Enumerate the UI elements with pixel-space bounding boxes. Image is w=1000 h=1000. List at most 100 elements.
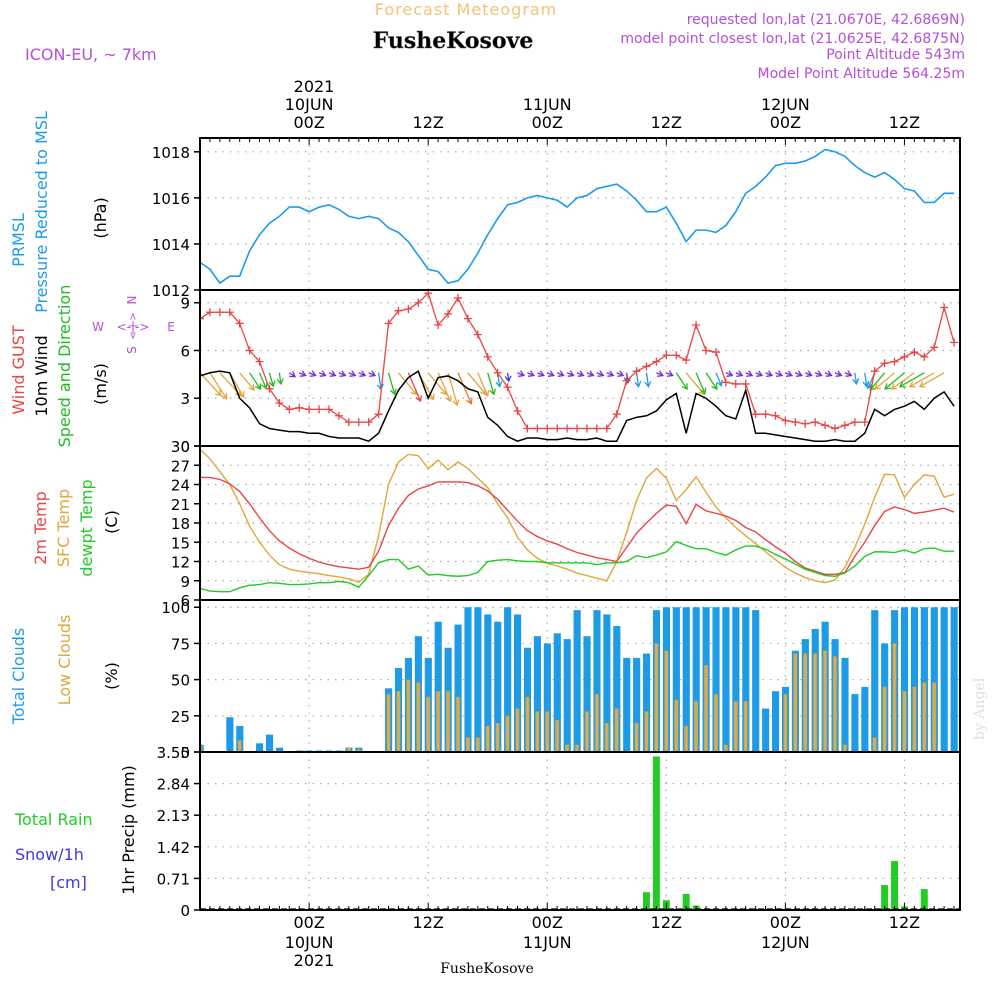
wind-dir-arrow-60 [795, 370, 803, 377]
wind-dir-shaft-31 [506, 372, 510, 382]
low-cloud-bar-37 [565, 744, 570, 752]
total-cloud-bar-32 [514, 614, 522, 752]
total-cloud-bar-75 [940, 607, 948, 752]
wind-dir-head-45 [644, 381, 652, 388]
wind-dir-head-74 [908, 381, 916, 388]
wind-dir-head-31 [504, 375, 512, 383]
low-cloud-bar-15 [346, 747, 351, 752]
wind-dir-shaft-7 [268, 372, 274, 387]
wind-dir-arrow-36 [556, 370, 565, 377]
gust-marker-43 [622, 376, 631, 385]
model-label: ICON-EU, ~ 7km [25, 45, 157, 64]
panel-pressure: 1012 1014 1016 1018 [152, 137, 961, 300]
wind-dir-head-58 [776, 370, 784, 377]
wind-dir-head-16 [359, 370, 367, 377]
low-cloud-bar-22 [416, 682, 421, 752]
clouds-unit: (%) [102, 662, 121, 690]
low-cloud-bar-45 [644, 711, 649, 752]
low-cloud-bar-25 [446, 690, 451, 752]
low-cloud-bar-49 [684, 725, 689, 752]
wind-dir-arrow-1 [209, 372, 228, 400]
gust-marker-52 [711, 348, 720, 357]
bottom-year-label: 2021 [294, 951, 335, 970]
low-cloud-bar-24 [436, 690, 441, 752]
gust-marker-0 [200, 314, 204, 323]
low-cloud-bar-26 [455, 696, 460, 752]
panel-frame-pressure [199, 137, 961, 291]
top-hour-label-0: 00Z [293, 113, 324, 132]
panel-plot-wind [200, 290, 959, 443]
wind-dir-arrow-72 [890, 372, 915, 390]
total-cloud-bar-56 [752, 610, 760, 752]
gust-marker-24 [434, 321, 443, 330]
total-cloud-bar-68 [871, 610, 879, 752]
wind-dir-head-34 [537, 370, 545, 377]
gust-marker-3 [225, 308, 234, 317]
wind-dir-arrow-42 [616, 370, 625, 377]
low-cloud-bar-61 [803, 653, 808, 752]
requested-point-text: requested lon,lat (21.0670E, 42.6869N) [687, 12, 965, 28]
wind-dir-arrow-12 [318, 370, 327, 377]
wind-dir-head-56 [756, 370, 764, 377]
total-cloud-bar-6 [256, 743, 264, 752]
top-hour-label-5: 12Z [889, 113, 920, 132]
gust-marker-46 [652, 357, 661, 366]
gust-marker-60 [791, 418, 800, 427]
wind-dir-shaft-50 [695, 372, 706, 394]
low-cloud-bar-44 [634, 722, 639, 752]
ytick-label-clouds-0: 0 [180, 744, 190, 762]
total-cloud-bar-50 [692, 607, 700, 752]
wind-dir-shaft-51 [705, 372, 718, 390]
gust-marker-14 [334, 411, 343, 420]
wind-dir-arrow-56 [755, 370, 764, 377]
gust-marker-29 [483, 352, 492, 361]
gust-marker-16 [354, 418, 363, 427]
gust-marker-37 [563, 424, 572, 433]
wind-dir-head-44 [634, 381, 642, 388]
bottom-date-label-2: 11JUN [523, 933, 572, 952]
panel-plot-precip [200, 756, 960, 910]
ytick-label-pressure-0: 1012 [152, 282, 190, 300]
wind-dir-arrow-63 [824, 370, 833, 377]
wind-dir-head-29 [489, 388, 497, 396]
total-cloud-bar-54 [732, 607, 740, 752]
low-cloud-bar-31 [505, 715, 510, 752]
wind-dir-arrow-28 [477, 372, 490, 398]
wind-dir-head-4 [248, 384, 255, 391]
wind-dir-arrow-44 [634, 372, 642, 388]
wind-dir-arrow-4 [239, 372, 255, 391]
total-cloud-bar-74 [930, 607, 938, 752]
low-cloud-bar-33 [525, 696, 530, 752]
gust-marker-33 [523, 424, 532, 433]
wind-dir-head-40 [597, 370, 605, 377]
wind-dir-head-22 [428, 393, 435, 401]
wind-dir-arrow-34 [537, 370, 545, 377]
wind-dir-head-11 [309, 370, 317, 377]
total-cloud-bar-76 [950, 607, 958, 752]
panel-titles: PRMSL Pressure Reduced to MSL (hPa) Wind… [9, 111, 138, 895]
wind-dir-arrow-46 [656, 370, 664, 377]
total-cloud-bar-44 [633, 657, 641, 752]
gust-marker-73 [920, 352, 929, 361]
bottom-date-label-0: 10JUN [285, 933, 334, 952]
wind-dir-arrow-19 [387, 372, 397, 396]
top-date-label-2: 11JUN [523, 95, 572, 114]
wind-dir-head-43 [623, 376, 631, 384]
wind-dir-arrow-5 [249, 372, 262, 391]
total-cloud-bar-42 [613, 626, 621, 752]
gust-marker-50 [692, 321, 701, 330]
wind-dir-arrow-67 [862, 372, 870, 388]
wind-dir-arrow-74 [908, 372, 935, 388]
gust-marker-67 [860, 418, 869, 427]
sfc-temp-line [200, 448, 955, 584]
pressure-title-2: Pressure Reduced to MSL [32, 111, 51, 313]
low-clouds-title: Low Clouds [55, 615, 74, 706]
gust-marker-76 [950, 338, 959, 347]
pressure-unit: (hPa) [91, 197, 110, 238]
wind-dir-shaft-5 [249, 372, 262, 390]
panel-frame-precip [199, 751, 961, 911]
wind-dir-arrow-7 [268, 372, 276, 388]
gust-marker-53 [721, 378, 730, 387]
gust-marker-8 [275, 399, 284, 408]
wind-dir-head-47 [666, 370, 674, 377]
